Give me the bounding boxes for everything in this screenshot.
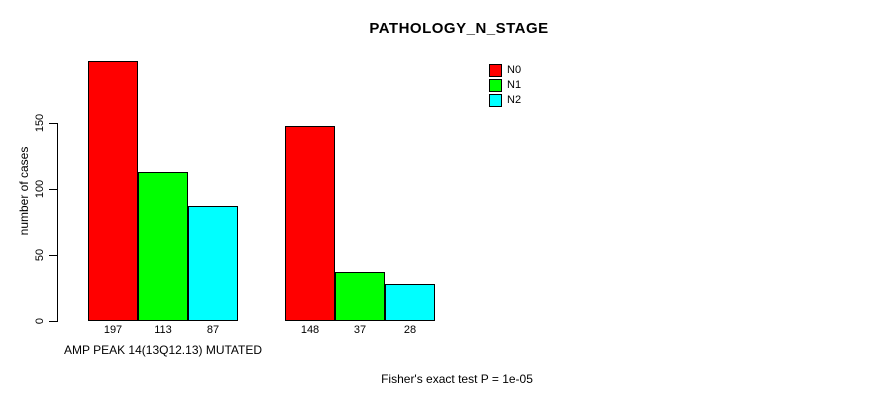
y-axis-line — [57, 123, 58, 322]
bar-value-n1-group2: 37 — [353, 324, 367, 336]
legend-swatch-n1 — [489, 79, 502, 92]
bar-n1-group2 — [335, 272, 385, 321]
legend-swatch-n2 — [489, 94, 502, 107]
legend-label-n0: N0 — [507, 64, 522, 76]
y-axis-title: number of cases — [17, 146, 31, 236]
y-tick-mark-150 — [49, 123, 58, 124]
bar-n2-group2 — [385, 284, 435, 321]
group-label-mutated: AMP PEAK 14(13Q12.13) MUTATED — [63, 343, 263, 357]
chart-title: PATHOLOGY_N_STAGE — [369, 20, 549, 37]
y-tick-label-50: 50 — [34, 248, 46, 262]
legend-swatch-n0 — [489, 64, 502, 77]
legend-row-n0: N0 — [489, 64, 521, 77]
bar-value-n0-group2: 148 — [300, 324, 320, 336]
legend-label-n1: N1 — [507, 79, 522, 91]
y-tick-mark-0 — [49, 321, 58, 322]
y-tick-label-100: 100 — [34, 179, 46, 199]
legend-row-n1: N1 — [489, 79, 521, 92]
bar-value-n2-group2: 28 — [403, 324, 417, 336]
bar-value-n2-group1: 87 — [206, 324, 220, 336]
y-tick-label-150: 150 — [34, 113, 46, 133]
legend-label-n2: N2 — [507, 94, 522, 106]
fisher-test-annotation: Fisher's exact test P = 1e-05 — [381, 372, 533, 386]
legend-row-n2: N2 — [489, 94, 521, 107]
bar-value-n1-group1: 113 — [154, 324, 172, 336]
bar-value-n0-group1: 197 — [103, 324, 123, 336]
bar-n0-group2 — [285, 126, 335, 321]
y-tick-mark-50 — [49, 255, 58, 256]
bar-n0-group1 — [88, 61, 138, 321]
y-tick-mark-100 — [49, 189, 58, 190]
y-tick-label-0: 0 — [34, 317, 46, 325]
legend: N0 N1 N2 — [489, 64, 521, 109]
bar-n2-group1 — [188, 206, 238, 321]
bar-n1-group1 — [138, 172, 188, 321]
